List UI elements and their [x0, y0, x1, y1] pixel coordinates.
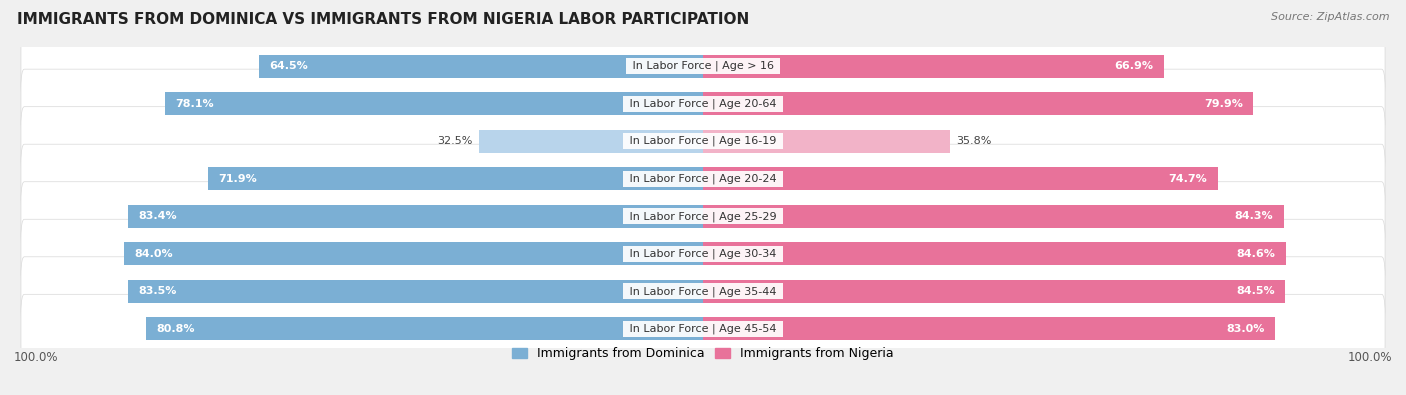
- Text: 84.3%: 84.3%: [1234, 211, 1274, 221]
- Text: In Labor Force | Age 35-44: In Labor Force | Age 35-44: [626, 286, 780, 297]
- Text: 66.9%: 66.9%: [1115, 61, 1153, 71]
- FancyBboxPatch shape: [21, 257, 1385, 326]
- Bar: [703, 92, 1254, 115]
- Bar: [703, 205, 1284, 228]
- Text: In Labor Force | Age 25-29: In Labor Force | Age 25-29: [626, 211, 780, 222]
- Bar: [146, 317, 703, 340]
- Text: In Labor Force | Age 20-24: In Labor Force | Age 20-24: [626, 173, 780, 184]
- Text: In Labor Force | Age > 16: In Labor Force | Age > 16: [628, 61, 778, 71]
- Bar: [208, 167, 703, 190]
- Text: 64.5%: 64.5%: [269, 61, 308, 71]
- Text: 83.0%: 83.0%: [1226, 324, 1264, 334]
- Text: 71.9%: 71.9%: [218, 174, 257, 184]
- Bar: [259, 55, 703, 78]
- Text: 84.6%: 84.6%: [1237, 249, 1275, 259]
- Text: In Labor Force | Age 30-34: In Labor Force | Age 30-34: [626, 248, 780, 259]
- Text: 35.8%: 35.8%: [956, 136, 991, 146]
- Text: In Labor Force | Age 20-64: In Labor Force | Age 20-64: [626, 98, 780, 109]
- FancyBboxPatch shape: [21, 107, 1385, 176]
- Text: 84.5%: 84.5%: [1236, 286, 1275, 296]
- Text: 84.0%: 84.0%: [135, 249, 173, 259]
- Text: 80.8%: 80.8%: [156, 324, 195, 334]
- FancyBboxPatch shape: [21, 144, 1385, 213]
- Text: 78.1%: 78.1%: [176, 99, 214, 109]
- Bar: [703, 55, 1164, 78]
- Text: 32.5%: 32.5%: [437, 136, 472, 146]
- Text: 83.5%: 83.5%: [138, 286, 176, 296]
- FancyBboxPatch shape: [21, 182, 1385, 251]
- Bar: [703, 317, 1275, 340]
- FancyBboxPatch shape: [21, 294, 1385, 363]
- Text: 100.0%: 100.0%: [1347, 351, 1392, 364]
- Text: Source: ZipAtlas.com: Source: ZipAtlas.com: [1271, 12, 1389, 22]
- Bar: [703, 167, 1218, 190]
- Bar: [703, 280, 1285, 303]
- Bar: [165, 92, 703, 115]
- FancyBboxPatch shape: [21, 69, 1385, 138]
- Legend: Immigrants from Dominica, Immigrants from Nigeria: Immigrants from Dominica, Immigrants fro…: [508, 342, 898, 365]
- Bar: [128, 205, 703, 228]
- Bar: [703, 130, 949, 153]
- Text: 74.7%: 74.7%: [1168, 174, 1208, 184]
- Bar: [124, 242, 703, 265]
- Text: 79.9%: 79.9%: [1205, 99, 1243, 109]
- FancyBboxPatch shape: [21, 32, 1385, 101]
- Text: In Labor Force | Age 45-54: In Labor Force | Age 45-54: [626, 324, 780, 334]
- FancyBboxPatch shape: [21, 219, 1385, 288]
- Bar: [479, 130, 703, 153]
- Text: IMMIGRANTS FROM DOMINICA VS IMMIGRANTS FROM NIGERIA LABOR PARTICIPATION: IMMIGRANTS FROM DOMINICA VS IMMIGRANTS F…: [17, 12, 749, 27]
- Text: In Labor Force | Age 16-19: In Labor Force | Age 16-19: [626, 136, 780, 147]
- Text: 100.0%: 100.0%: [14, 351, 59, 364]
- Text: 83.4%: 83.4%: [139, 211, 177, 221]
- Bar: [128, 280, 703, 303]
- Bar: [703, 242, 1286, 265]
